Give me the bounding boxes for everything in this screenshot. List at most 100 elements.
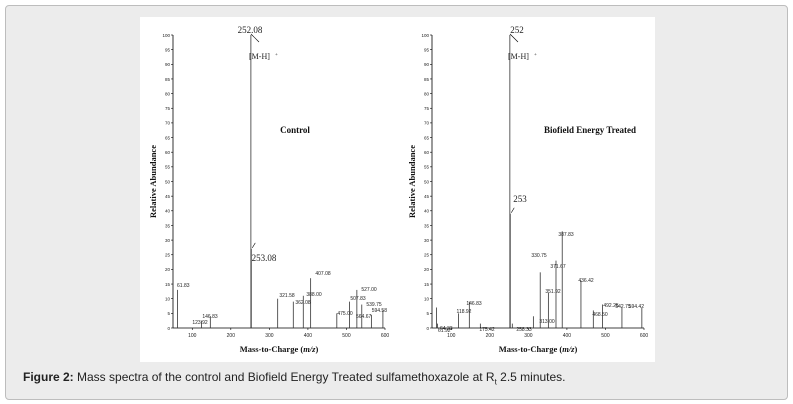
panel2-y-tick-label: 30 (424, 238, 430, 243)
panel2-y-tick-label: 35 (424, 223, 430, 228)
panel2-peak-label: 387.83 (558, 232, 574, 238)
panel2-x-tick-label: 500 (601, 333, 610, 339)
caption-end: 2.5 minutes. (496, 370, 566, 384)
panel2-isotope-arrow (510, 207, 515, 213)
panel2-y-tick-label: 0 (426, 326, 429, 331)
panel2-peak-label: 313.00 (539, 319, 555, 325)
panel1-peak-label: 407.08 (315, 271, 331, 277)
panel1-y-tick-label: 100 (162, 33, 170, 38)
panel2-peak-label: 175.42 (479, 327, 495, 333)
panel2-y-tick-label: 50 (424, 179, 430, 184)
panel2-x-tick-label: 200 (486, 333, 495, 339)
panel2-y-tick-label: 15 (424, 282, 430, 287)
panel2-peak-label: 436.42 (578, 278, 594, 284)
panel1-y-tick-label: 5 (167, 311, 170, 316)
panel2-x-axis-label: Mass-to-Charge (m/z) (499, 344, 578, 354)
panel2-peak-label: 61.92 (438, 328, 451, 334)
panel2-ion-arrow (509, 33, 519, 43)
panel1-peak-label: 388.00 (306, 292, 322, 298)
panel2-y-tick-label: 65 (424, 135, 430, 140)
panel2-y-tick-label: 25 (424, 253, 430, 258)
panel1-x-tick-label: 100 (188, 333, 197, 339)
panel2-y-tick-label: 45 (424, 194, 430, 199)
panel2-ion-label-sup: + (534, 53, 537, 58)
panel2-y-tick-label: 40 (424, 209, 430, 214)
panel1-peak-label: 253.08 (252, 253, 277, 263)
panel1-x-axis-label-italic: m/z (303, 344, 316, 354)
panel1-peak-label: 475.00 (337, 311, 353, 317)
panel1-peak-label: 146.83 (202, 314, 218, 320)
panel2-x-tick-label: 400 (563, 333, 572, 339)
panel1-ion-arrow (250, 33, 260, 43)
panel1-peak-label: 123.92 (192, 320, 208, 326)
panel2-y-tick-label: 60 (424, 150, 430, 155)
panel2-y-tick-label: 55 (424, 165, 430, 170)
caption-text: Mass spectra of the control and Biofield… (77, 370, 495, 384)
mass-spectra-figure: 0510152025303540455055606570758085909510… (148, 25, 649, 354)
panel2-y-tick-label: 80 (424, 91, 430, 96)
panel1-x-axis-label: Mass-to-Charge (m/z) (240, 344, 319, 354)
panel1-y-tick-label: 40 (165, 209, 171, 214)
panel2-peak-label: 258.33 (516, 327, 532, 333)
panel2-y-tick-label: 70 (424, 121, 430, 126)
panel1-y-tick-label: 50 (165, 179, 171, 184)
panel2-peak-label: 594.42 (629, 304, 645, 310)
figure-caption: Figure 2: Mass spectra of the control an… (23, 370, 773, 386)
panel2-peak-label: 330.75 (531, 253, 547, 259)
panel2-peak-label: 64.33 (440, 326, 453, 332)
panel2-y-tick-label: 85 (424, 77, 430, 82)
panel2-y-tick-label: 75 (424, 106, 430, 111)
figure-area: 0 5 10 15 20 25 30 35 40 45 50 55 60 65 70 75 80 85 90 95 10… (140, 17, 655, 362)
panel1-ion-label: [M-H] (249, 52, 270, 61)
panel2-peak-label: 492.25 (603, 303, 619, 309)
panel2-peak-label: 118.92 (457, 309, 472, 315)
panel1-y-tick-label: 90 (165, 62, 171, 67)
panel2-peak-label: 468.50 (592, 312, 608, 318)
panel1-peak-label: 321.58 (279, 293, 295, 299)
panel2-x-tick-label: 600 (640, 333, 649, 339)
panel2-x-axis-label-end: ) (574, 344, 577, 354)
panel2-x-tick-label: 300 (524, 333, 533, 339)
panel2-x-axis-label-main: Mass-to-Charge ( (499, 344, 563, 354)
panel2-peak-label: 371.67 (550, 264, 566, 270)
panel1-y-tick-label: 80 (165, 91, 171, 96)
panel1-y-tick-label: 60 (165, 150, 171, 155)
panel1-y-tick-label: 85 (165, 77, 171, 82)
panel1-y-tick-label: 65 (165, 135, 171, 140)
panel1-ion-label-sup: + (275, 53, 278, 58)
panel1-y-tick-label: 35 (165, 223, 171, 228)
panel1-y-tick-label: 75 (165, 106, 171, 111)
panel1-x-tick-label: 600 (381, 333, 390, 339)
panel2-y-tick-label: 100 (421, 33, 429, 38)
panel1-y-tick-label: 0 (167, 326, 170, 331)
caption-label: Figure 2: (23, 370, 74, 384)
panel1-y-tick-label: 25 (165, 253, 171, 258)
panel1-y-axis-label: Relative Abundance (148, 145, 158, 218)
panel1-isotope-arrow (252, 242, 256, 249)
panel1-y-tick-label: 45 (165, 194, 171, 199)
panel1-x-tick-label: 400 (304, 333, 313, 339)
panel2-y-tick-label: 90 (424, 62, 430, 67)
panel1-peak-label: 594.58 (372, 308, 388, 314)
panel1-peak-label: 527.00 (361, 287, 377, 293)
panel2-peak-label: 252 (510, 25, 524, 35)
panel1-peak-label: 252.08 (238, 25, 263, 35)
panel2-ion-label: [M-H] (508, 52, 529, 61)
panel2-panel-title: Biofield Energy Treated (544, 125, 636, 135)
panel2-x-axis-label-italic: m/z (562, 344, 575, 354)
panel1-x-tick-label: 500 (342, 333, 351, 339)
panel2-peak-label: 146.83 (466, 301, 482, 307)
panel2-y-axis-label: Relative Abundance (407, 145, 417, 218)
panel2-peak-label: 253 (513, 194, 527, 204)
caption-subscript: t (494, 377, 497, 387)
panel1-x-axis-label-end: ) (315, 344, 318, 354)
panel1-x-axis-label-main: Mass-to-Charge ( (240, 344, 304, 354)
panel1-x-tick-label: 200 (227, 333, 236, 339)
panel1-x-tick-label: 300 (265, 333, 274, 339)
panel2-peak-label: 542.75 (615, 304, 631, 310)
panel1-peak-label: 507.83 (350, 296, 366, 302)
panel1-y-tick-label: 95 (165, 47, 171, 52)
panel1-peak-label: 564.67 (356, 314, 372, 320)
panel2-peak-label: 351.92 (545, 289, 561, 295)
panel2-y-tick-label: 10 (424, 297, 430, 302)
